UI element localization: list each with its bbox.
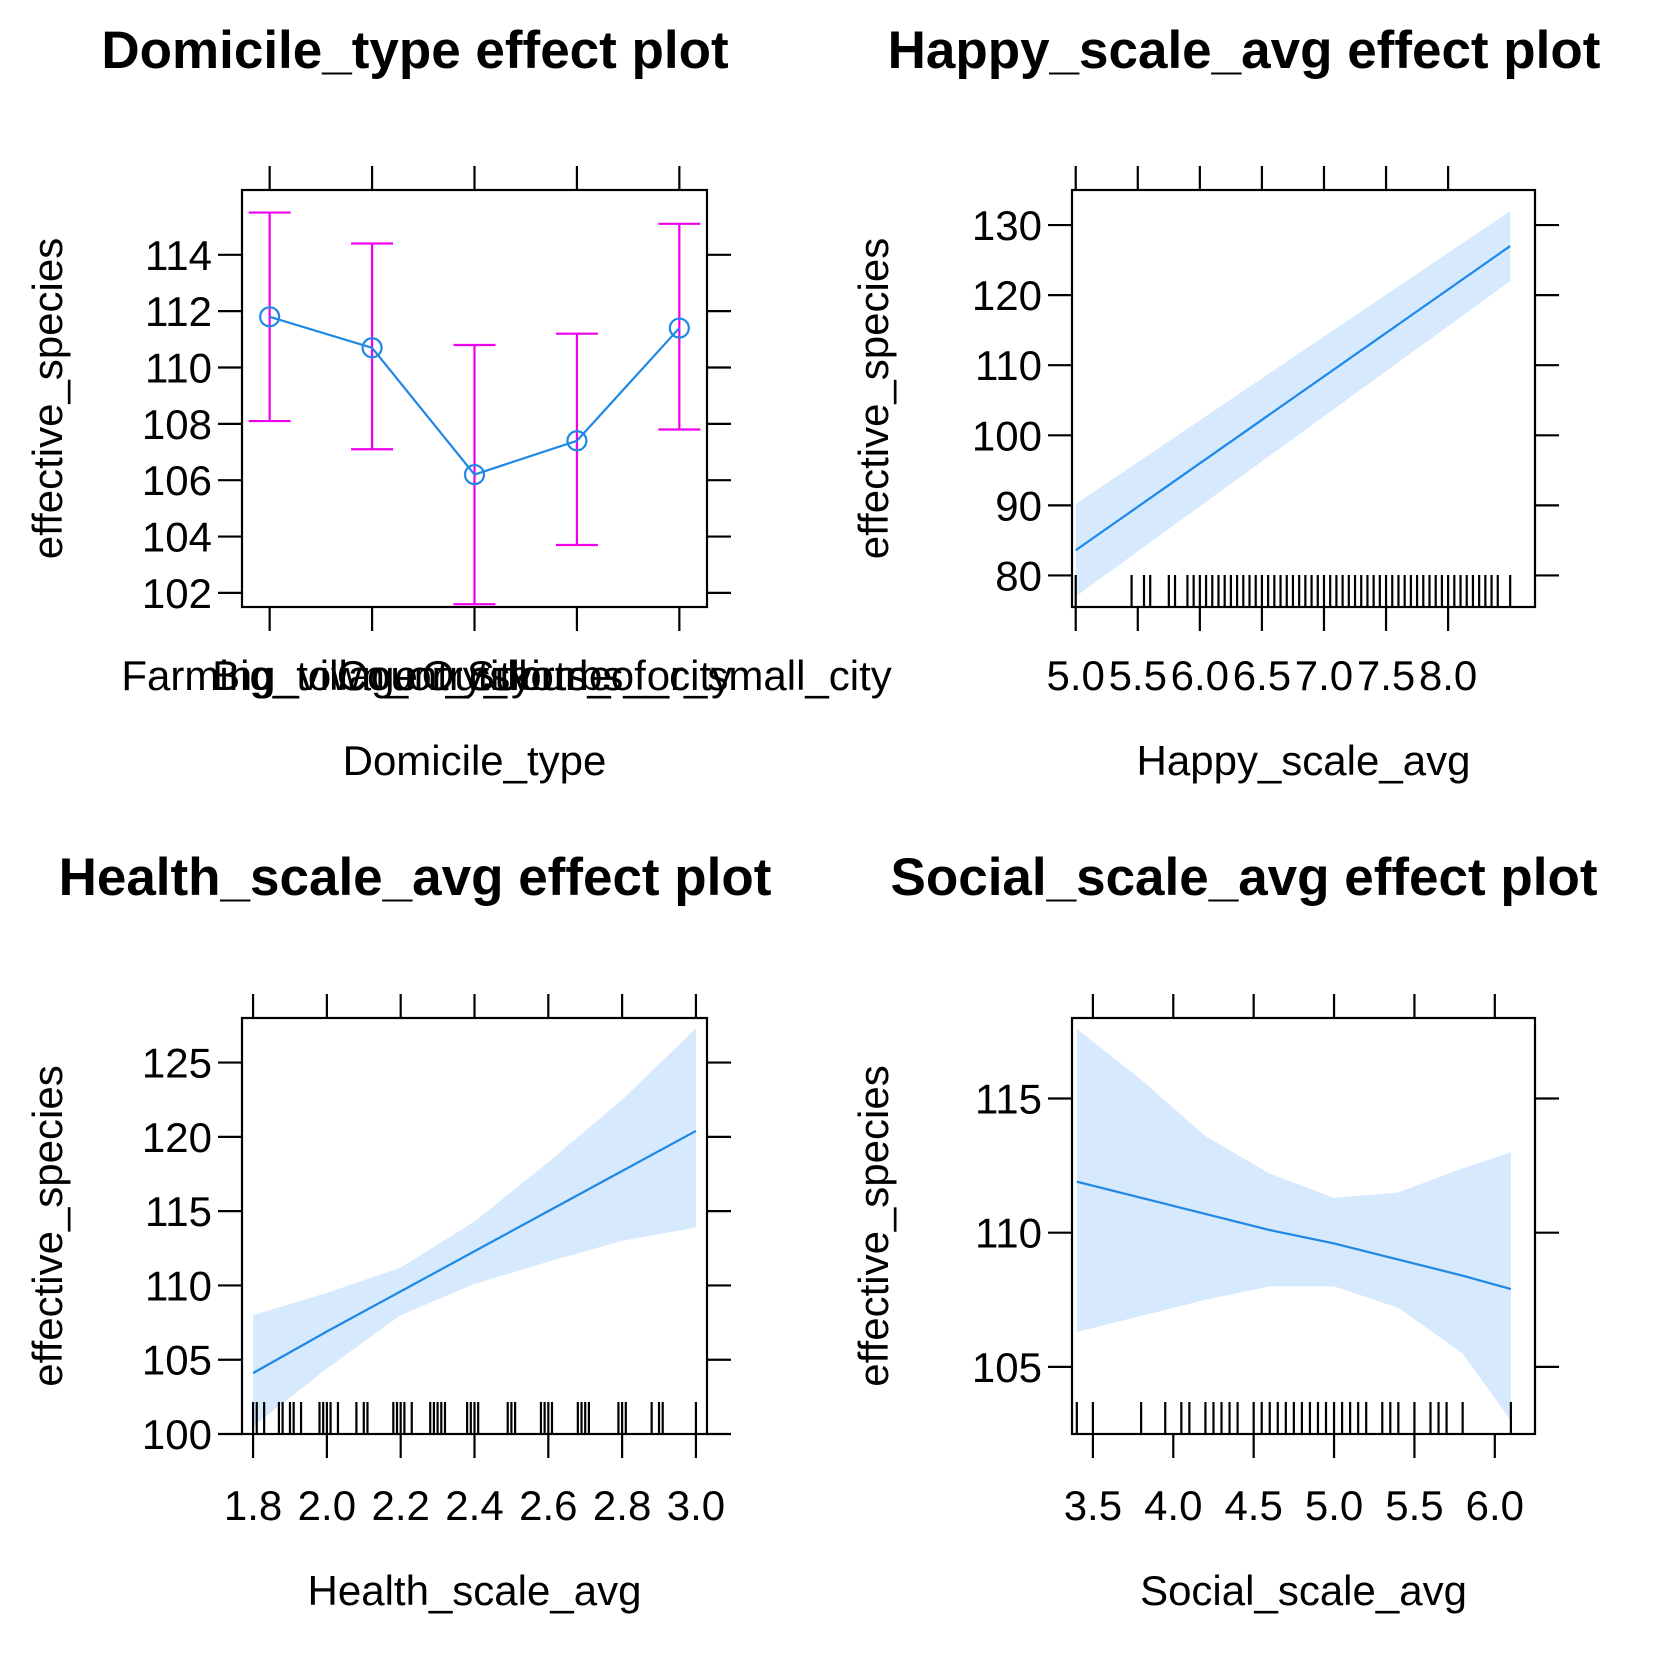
x-tick-label: 8.0: [1419, 652, 1477, 699]
error-bar: [658, 222, 701, 431]
x-tick-label: 5.5: [1385, 1482, 1443, 1529]
y-tick-label: 115: [145, 1188, 212, 1235]
plot-frame: [1070, 1016, 1537, 1436]
panel-2: Happy_scale_avg effect plot 80 90 100 110 120…: [850, 21, 1600, 784]
x-tick-label: 5.0: [1305, 1482, 1363, 1529]
panel-title: Social_scale_avg effect plot: [891, 848, 1598, 907]
x-tick-label: 6.0: [1466, 1482, 1524, 1529]
y-axis-label: effective_species: [24, 238, 71, 559]
confidence-band: [253, 1028, 696, 1427]
y-tick-label: 120: [972, 272, 1042, 319]
error-bar: [351, 242, 394, 451]
y-tick-label: 130: [972, 202, 1042, 249]
y-tick-label: 112: [145, 288, 212, 335]
y-tick-label: 106: [142, 457, 212, 504]
y-axis-label: effective_species: [850, 1065, 897, 1386]
confidence-band: [1075, 211, 1511, 597]
x-tick-label: 3.5: [1064, 1482, 1122, 1529]
x-tick-label: 1.8: [224, 1482, 282, 1529]
x-tick-label: 7.5: [1357, 652, 1415, 699]
y-tick-label: 80: [995, 552, 1042, 599]
x-tick-label: 2.2: [371, 1482, 429, 1529]
y-tick-label: 110: [145, 345, 212, 392]
effect-line: [1075, 245, 1511, 552]
panel-3: Health_scale_avg effect plot 100 105 110 115…: [24, 848, 771, 1614]
x-tick-label: 4.5: [1224, 1482, 1282, 1529]
y-tick-label: 110: [975, 342, 1042, 389]
effect-line: [1076, 1180, 1512, 1291]
rug: [1074, 575, 1512, 607]
y-tick-label: 120: [142, 1114, 212, 1161]
x-axis-label: Social_scale_avg: [1140, 1567, 1467, 1614]
y-tick-label: 125: [142, 1040, 212, 1087]
x-axis-label: Happy_scale_avg: [1137, 737, 1471, 784]
point-marker: [668, 317, 690, 339]
x-tick-label: 2.4: [445, 1482, 503, 1529]
y-tick-label: 115: [975, 1076, 1042, 1123]
y-tick-label: 90: [995, 482, 1042, 529]
panel-1: Domicile_type effect plot 102 104 106 108 110…: [24, 21, 892, 784]
x-tick-label: 6.5: [1233, 652, 1291, 699]
plot-frame: [1070, 188, 1537, 609]
panel-title: Domicile_type effect plot: [101, 21, 728, 80]
x-tick-label: 5.0: [1047, 652, 1105, 699]
point-marker: [463, 463, 486, 486]
x-tick-label: 2.0: [298, 1482, 356, 1529]
x-tick-label: 4.0: [1144, 1482, 1202, 1529]
x-tick-label: 2.8: [593, 1482, 651, 1529]
y-tick-label: 100: [972, 412, 1042, 459]
x-axis-label: Health_scale_avg: [308, 1567, 642, 1614]
x-tick-label: Suburbs_or_small_city: [467, 652, 892, 699]
y-tick-label: 114: [145, 232, 212, 279]
y-tick-label: 104: [142, 514, 212, 561]
y-axis-label: effective_species: [24, 1065, 71, 1386]
y-tick-label: 108: [142, 401, 212, 448]
panel-4: Social_scale_avg effect plot 105 110 115 3.5…: [850, 848, 1598, 1614]
y-tick-label: 105: [972, 1344, 1042, 1391]
y-tick-label: 100: [142, 1411, 212, 1458]
x-tick-label: 6.0: [1171, 652, 1229, 699]
rug: [1075, 1402, 1512, 1434]
x-tick-label: 3.0: [667, 1482, 725, 1529]
x-tick-label: 5.5: [1109, 652, 1167, 699]
y-tick-label: 110: [975, 1210, 1042, 1257]
x-tick-label: Big_town_or_city: [212, 652, 532, 699]
y-tick-label: 105: [142, 1337, 212, 1384]
point-marker: [361, 337, 383, 359]
y-tick-label: 110: [145, 1262, 212, 1309]
y-tick-label: 102: [142, 570, 212, 617]
confidence-band: [1076, 1028, 1511, 1421]
x-axis-label: Domicile_type: [343, 737, 607, 784]
x-tick-label: Country_home: [337, 652, 612, 699]
x-tick-label: Farming_village: [121, 652, 417, 699]
y-axis-label: effective_species: [850, 238, 897, 559]
effect-line: [269, 315, 681, 476]
point-marker: [566, 430, 588, 452]
x-tick-label: 7.0: [1295, 652, 1353, 699]
effect-line: [252, 1129, 697, 1375]
panel-title: Happy_scale_avg effect plot: [888, 21, 1601, 80]
point-marker: [259, 306, 281, 328]
x-tick-label: Outskirts_of_city: [422, 652, 732, 699]
x-tick-label: 2.6: [519, 1482, 577, 1529]
panel-title: Health_scale_avg effect plot: [59, 848, 772, 907]
rug: [251, 1402, 698, 1434]
